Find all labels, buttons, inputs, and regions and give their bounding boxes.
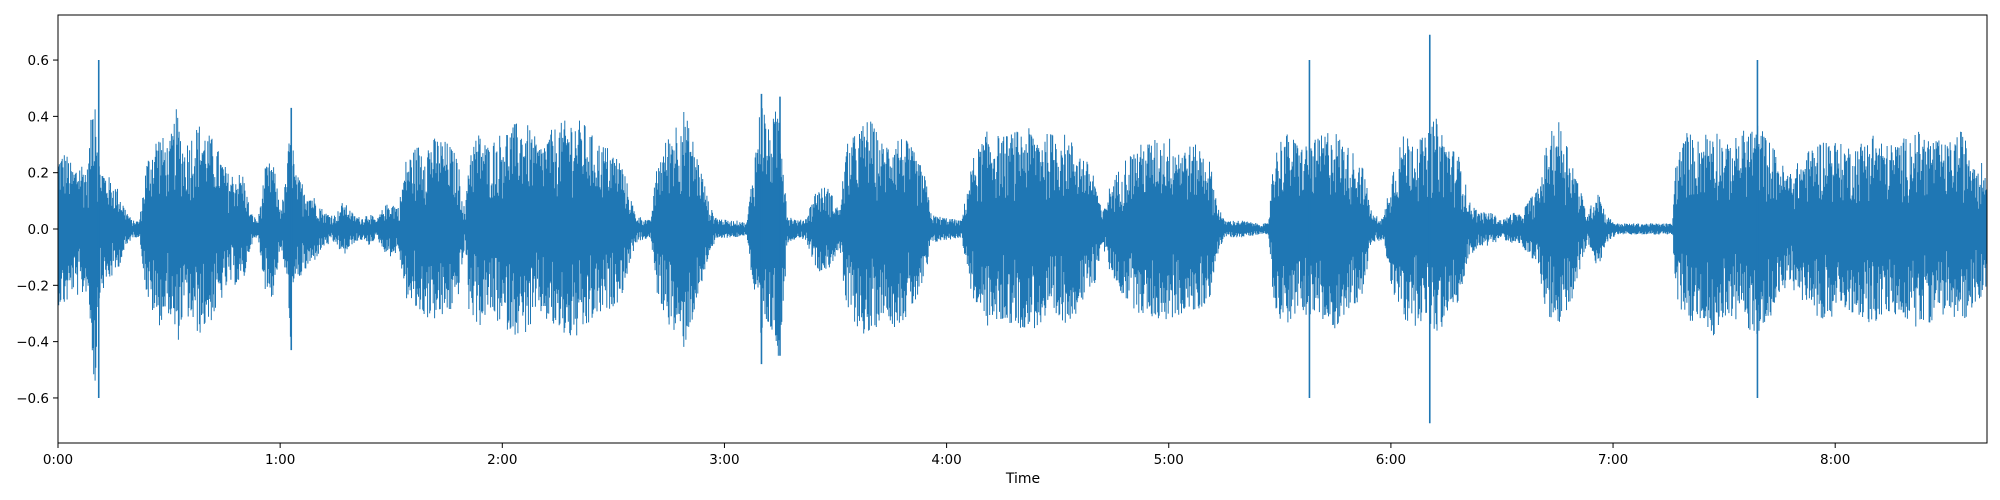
x-tick-label: 7:00	[1598, 452, 1628, 468]
y-tick-label: 0.0	[28, 222, 49, 238]
y-tick-label: −0.2	[16, 278, 49, 294]
y-tick-label: −0.6	[16, 391, 49, 407]
x-axis-label: Time	[1005, 471, 1040, 487]
x-tick-label: 2:00	[487, 452, 517, 468]
y-tick-label: −0.4	[16, 335, 49, 351]
x-tick-label: 5:00	[1154, 452, 1184, 468]
y-axis: 0.6 0.4 0.2 0.0 −0.2 −0.4 −0.6	[16, 53, 58, 407]
x-tick-label: 6:00	[1376, 452, 1406, 468]
x-tick-label: 3:00	[709, 452, 739, 468]
x-tick-label: 0:00	[43, 452, 73, 468]
x-tick-label: 4:00	[931, 452, 961, 468]
plot-area	[57, 14, 1988, 444]
y-tick-label: 0.6	[28, 53, 49, 69]
y-tick-label: 0.4	[28, 109, 49, 125]
x-tick-label: 8:00	[1820, 452, 1850, 468]
x-axis: 0:00 1:00 2:00 3:00 4:00 5:00 6:00 7:00 8:00	[43, 443, 1850, 468]
x-tick-label: 1:00	[265, 452, 295, 468]
y-tick-label: 0.2	[28, 166, 49, 182]
waveform-series	[57, 108, 1987, 381]
